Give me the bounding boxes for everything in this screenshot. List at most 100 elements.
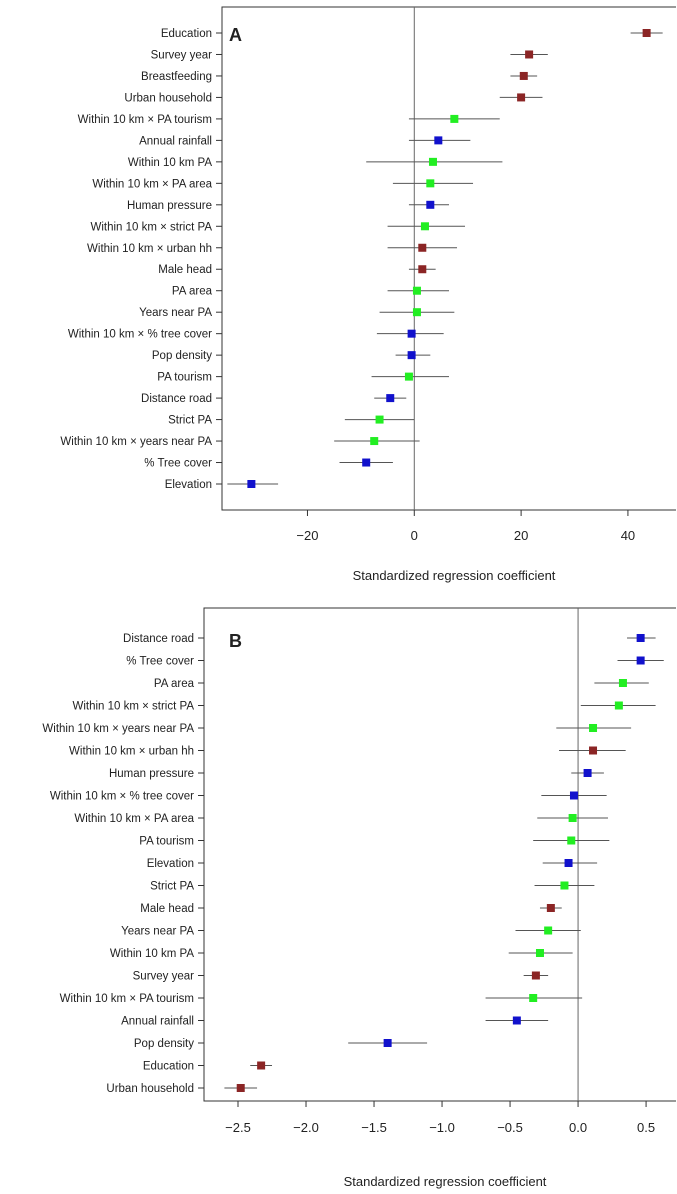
y-tick-label: Distance road [141, 393, 212, 405]
panel-b: −2.5 −2.0 −1.5 −1.0 −0.5 0.0 0.5 Standardized r… [42, 607, 676, 1189]
coefficient-point [412, 308, 421, 317]
x-tick-label: −1.5 [361, 1120, 387, 1135]
y-tick-label: Pop density [134, 1038, 194, 1050]
y-tick-label: PA area [172, 286, 213, 298]
coefficient-point [407, 329, 416, 338]
y-tick-label: Male head [140, 903, 194, 915]
y-tick-label: Education [143, 1061, 194, 1073]
coefficient-point [529, 994, 538, 1002]
y-tick-label: Elevation [165, 479, 212, 491]
y-tick-label: Education [161, 28, 212, 40]
y-tick-label: Within 10 km × PA tourism [60, 993, 194, 1005]
y-tick-label: Urban household [106, 1083, 194, 1095]
coefficient-point [544, 926, 553, 935]
coefficient-point [569, 791, 578, 800]
coefficient-point [236, 1084, 245, 1092]
coefficient-point [370, 437, 379, 446]
y-tick-label: Within 10 km × PA area [92, 178, 212, 190]
panel-label: B [229, 631, 242, 651]
coefficient-point [614, 701, 623, 710]
x-tick-label: −1.0 [429, 1120, 455, 1135]
coefficient-point [564, 859, 573, 867]
y-tick-label: PA tourism [139, 836, 194, 848]
coefficient-point [636, 656, 645, 665]
coefficient-point [426, 179, 435, 188]
y-tick-label: Within 10 km × % tree cover [68, 329, 212, 341]
coefficient-point [407, 351, 416, 360]
y-tick-label: Distance road [123, 633, 194, 645]
coefficient-point [589, 724, 598, 732]
y-tick-label: Pop density [152, 350, 212, 362]
y-tick-label: % Tree cover [144, 458, 212, 470]
y-tick-label: Within 10 km × % tree cover [50, 791, 194, 803]
y-tick-label: Annual rainfall [121, 1016, 194, 1028]
y-tick-label: Human pressure [127, 200, 212, 212]
coefficient-point [642, 29, 651, 37]
y-tick-label: Within 10 km × strict PA [90, 221, 212, 233]
y-tick-label: Within 10 km × strict PA [72, 701, 194, 713]
y-tick-label: Urban household [124, 92, 212, 104]
y-tick-label: Male head [158, 264, 212, 276]
x-tick-label: 0 [411, 528, 418, 543]
y-tick-label: PA area [154, 678, 195, 690]
y-tick-label: Annual rainfall [139, 135, 212, 147]
x-tick-label: 40 [621, 528, 635, 543]
coefficient-point [386, 394, 395, 403]
y-tick-label: Breastfeeding [141, 71, 212, 83]
coefficient-point [426, 200, 435, 209]
y-tick-label: % Tree cover [126, 656, 194, 668]
x-tick-label: 0.0 [569, 1120, 587, 1135]
coefficient-point [412, 286, 421, 295]
x-tick-label: −0.5 [497, 1120, 523, 1135]
y-tick-label: Within 10 km × urban hh [87, 243, 212, 255]
coefficient-point [512, 1016, 521, 1025]
y-tick-label: Within 10 km PA [110, 948, 194, 960]
y-tick-label: Within 10 km × years near PA [42, 723, 194, 735]
y-tick-label: Within 10 km × PA tourism [78, 114, 212, 126]
y-tick-label: Years near PA [139, 307, 212, 319]
coefficient-point [247, 480, 256, 488]
coefficient-point [525, 50, 534, 59]
coefficient-point [519, 71, 528, 80]
coefficient-point [568, 814, 577, 822]
coefficient-point [418, 243, 427, 252]
coefficient-point [418, 265, 427, 274]
coefficient-point [531, 971, 540, 980]
coefficient-point [383, 1039, 392, 1047]
y-tick-label: Survey year [133, 971, 195, 983]
coefficient-point [567, 836, 576, 845]
axes-frame [221, 6, 676, 511]
panel-a: −20 0 20 40 Standardized regression coeffici… [60, 6, 676, 583]
x-axis-label: Standardized regression coefficient [344, 1174, 547, 1189]
coefficient-point [583, 769, 592, 777]
coefficient-point [375, 415, 384, 424]
axes-frame [203, 607, 676, 1102]
x-tick-label: −2.0 [293, 1120, 319, 1135]
coefficient-point [420, 222, 429, 231]
y-tick-label: Human pressure [109, 768, 194, 780]
y-tick-label: Within 10 km × PA area [74, 813, 194, 825]
coefficient-point [404, 372, 413, 381]
coefficient-point [434, 136, 443, 145]
y-tick-label: Within 10 km × urban hh [69, 746, 194, 758]
coefficient-point [517, 93, 526, 102]
x-axis-label: Standardized regression coefficient [353, 568, 556, 583]
y-tick-label: PA tourism [157, 372, 212, 384]
y-tick-label: Elevation [147, 858, 194, 870]
coefficient-point [362, 458, 371, 467]
x-tick-label: 0.5 [637, 1120, 655, 1135]
y-tick-label: Years near PA [121, 926, 194, 938]
y-tick-label: Within 10 km PA [128, 157, 212, 169]
coefficient-point [450, 114, 459, 123]
y-tick-label: Strict PA [168, 415, 212, 427]
x-tick-label: −20 [296, 528, 318, 543]
coefficient-point [428, 157, 437, 166]
x-tick-label: 20 [514, 528, 528, 543]
panel-label: A [229, 25, 242, 45]
coefficient-point [589, 746, 598, 755]
coefficient-point [535, 949, 544, 957]
coefficient-point [636, 634, 645, 642]
coefficient-point [257, 1061, 266, 1070]
